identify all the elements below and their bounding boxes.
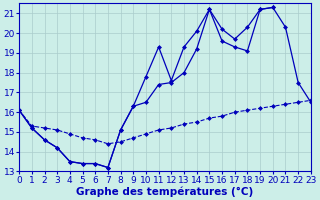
X-axis label: Graphe des températures (°C): Graphe des températures (°C) — [76, 186, 254, 197]
